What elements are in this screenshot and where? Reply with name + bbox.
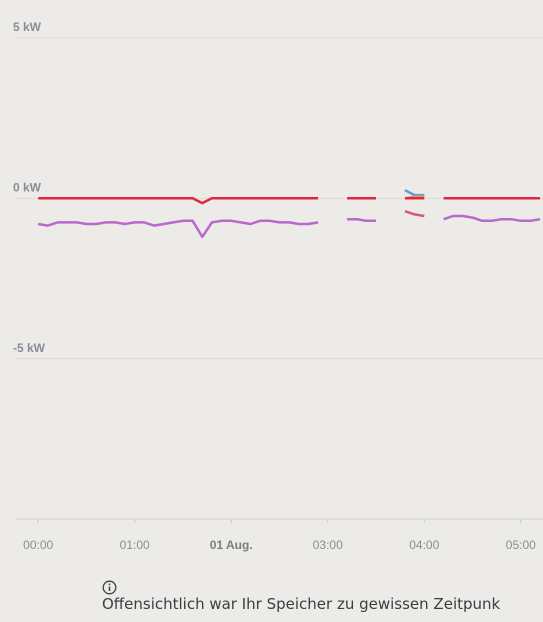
x-tick-label: 00:00 xyxy=(23,538,53,552)
series-line xyxy=(404,189,425,197)
y-tick-label: -5 kW xyxy=(13,341,46,355)
x-tick-label: 01 Aug. xyxy=(210,538,253,552)
footer-text: Offensichtlich war Ihr Speicher zu gewis… xyxy=(102,595,501,613)
series-line xyxy=(38,197,541,205)
chart: 5 kW 0 kW -5 kW 00:00 01:00 01 Aug. 03:00 04:00… xyxy=(13,20,543,552)
series-line xyxy=(404,210,425,218)
y-tick-label: 0 kW xyxy=(13,181,42,195)
footer-note: Offensichtlich war Ihr Speicher zu gewis… xyxy=(102,580,500,613)
x-tick-label: 05:00 xyxy=(506,538,536,552)
series-line xyxy=(37,214,541,239)
x-tick-label: 01:00 xyxy=(120,538,150,552)
y-tick-label: 5 kW xyxy=(13,20,42,34)
info-icon xyxy=(102,580,117,595)
x-tick-label: 04:00 xyxy=(409,538,439,552)
x-tick-label: 03:00 xyxy=(313,538,343,552)
